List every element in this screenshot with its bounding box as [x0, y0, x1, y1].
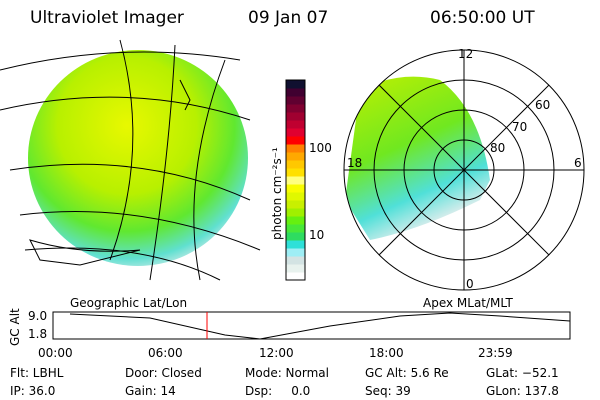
- colorbar-swatch: [286, 128, 305, 137]
- xtick: 23:59: [478, 346, 513, 360]
- colorbar-swatch: [286, 176, 305, 185]
- time-label: 06:50:00 UT: [430, 8, 535, 28]
- gc-alt: GC Alt: 5.6 Re: [365, 366, 449, 380]
- xtick: 06:00: [148, 346, 183, 360]
- instrument-title: Ultraviolet Imager: [30, 8, 184, 28]
- colorbar: [285, 79, 306, 281]
- ip: IP: 36.0: [10, 384, 56, 398]
- colorbar-tick-10: 10: [309, 228, 325, 242]
- dsp: Dsp: 0.0: [245, 384, 311, 398]
- colorbar-swatch: [286, 80, 305, 89]
- colorbar-swatch: [286, 224, 305, 233]
- mlt-6: 6: [574, 156, 582, 170]
- colorbar-swatch: [286, 248, 305, 257]
- mlt-0: 0: [466, 277, 474, 291]
- colorbar-swatch: [286, 168, 305, 177]
- colorbar-swatch: [286, 200, 305, 209]
- colorbar-swatch: [286, 112, 305, 121]
- colorbar-swatch: [286, 104, 305, 113]
- gc-alt-timeline: [52, 311, 571, 340]
- colorbar-swatch: [286, 216, 305, 225]
- glon: GLon: 137.8: [486, 384, 559, 398]
- mlt-12: 12: [458, 47, 474, 61]
- colorbar-swatch: [286, 232, 305, 241]
- lat-70: 70: [512, 120, 528, 134]
- lat-60: 60: [535, 98, 551, 112]
- apex-label: Apex MLat/MLT: [423, 296, 513, 310]
- ytick-9: 9.0: [28, 309, 48, 323]
- colorbar-swatch: [286, 184, 305, 193]
- polar-plot: [343, 49, 585, 291]
- colorbar-tick-100: 100: [309, 141, 332, 155]
- geographic-label: Geographic Lat/Lon: [70, 296, 188, 310]
- glat: GLat: −52.1: [486, 366, 559, 380]
- xtick: 18:00: [369, 346, 404, 360]
- gc-alt-axis-label: GC Alt: [8, 308, 22, 346]
- colorbar-frame: [285, 79, 306, 281]
- colorbar-label: photon cm⁻²s⁻¹: [270, 147, 284, 240]
- xtick: 00:00: [38, 346, 73, 360]
- colorbar-swatch: [286, 240, 305, 249]
- seq: Seq: 39: [365, 384, 411, 398]
- mode: Mode: Normal: [245, 366, 329, 380]
- colorbar-swatch: [286, 120, 305, 129]
- colorbar-swatch: [286, 272, 305, 281]
- colorbar-swatch: [286, 136, 305, 145]
- colorbar-swatch: [286, 96, 305, 105]
- xtick: 12:00: [259, 346, 294, 360]
- date-label: 09 Jan 07: [248, 8, 329, 28]
- mlt-18: 18: [347, 156, 363, 170]
- colorbar-swatch: [286, 264, 305, 273]
- colorbar-swatch: [286, 192, 305, 201]
- colorbar-swatch: [286, 144, 305, 153]
- filter: Flt: LBHL: [10, 366, 64, 380]
- door: Door: Closed: [125, 366, 202, 380]
- colorbar-swatch: [286, 88, 305, 97]
- colorbar-swatch: [286, 152, 305, 161]
- colorbar-swatch: [286, 160, 305, 169]
- colorbar-swatch: [286, 208, 305, 217]
- colorbar-swatch: [286, 256, 305, 265]
- gain: Gain: 14: [125, 384, 176, 398]
- lat-80: 80: [490, 141, 506, 155]
- ytick-1.8: 1.8: [28, 327, 48, 341]
- geographic-globe-image: [0, 39, 261, 281]
